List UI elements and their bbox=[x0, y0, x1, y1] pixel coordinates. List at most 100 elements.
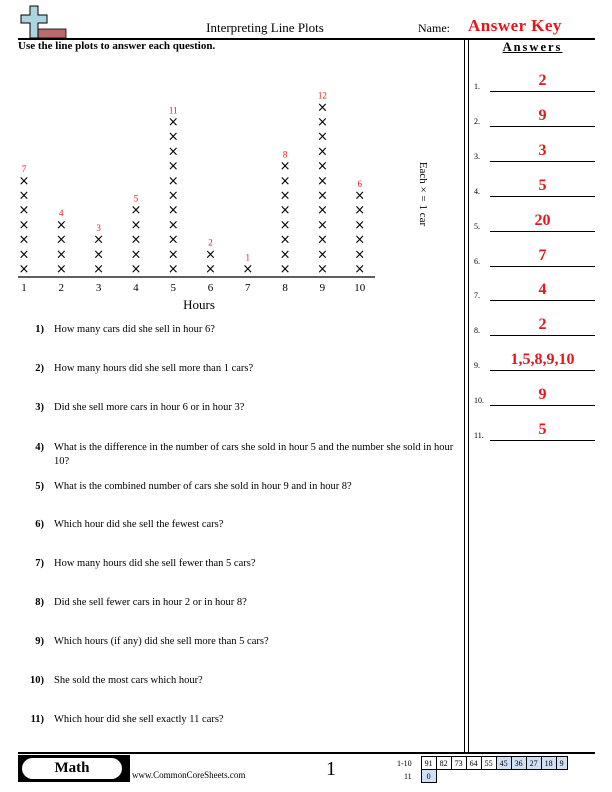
page-title: Interpreting Line Plots bbox=[206, 20, 324, 35]
tick-label: 9 bbox=[320, 282, 326, 294]
question-9: 9) Which hours (if any) did she sell more… bbox=[18, 635, 463, 649]
answer-number: 11. bbox=[474, 431, 484, 440]
score-cell: 18 bbox=[540, 756, 557, 770]
x-mark: × bbox=[317, 159, 328, 174]
count-label: 6 bbox=[357, 179, 362, 189]
question-8: 8) Did she sell fewer cars in hour 2 or i… bbox=[18, 596, 463, 610]
answer-value: 2 bbox=[538, 72, 547, 89]
x-mark: × bbox=[354, 262, 365, 277]
x-mark: × bbox=[317, 247, 328, 262]
x-mark: × bbox=[130, 233, 141, 248]
question-4: 4) What is the difference in the number o… bbox=[18, 441, 463, 469]
count-label: 2 bbox=[208, 238, 213, 248]
x-mark: × bbox=[280, 218, 291, 233]
answer-number: 3. bbox=[474, 151, 480, 161]
answer-11: 11. 5 bbox=[474, 421, 595, 441]
answer-9: 9. 1,5,8,9,10 bbox=[474, 351, 595, 372]
x-mark: × bbox=[280, 247, 291, 262]
score-table: 1-10 91 82 73 64 55 45 36 27 18 9 11 0 bbox=[394, 756, 568, 783]
x-mark: × bbox=[19, 174, 30, 189]
score-row-label: 11 bbox=[403, 771, 412, 781]
answers-heading: Answers bbox=[502, 40, 563, 54]
answer-number: 5. bbox=[474, 221, 480, 231]
subject-label: Math bbox=[22, 758, 122, 779]
score-cell: 55 bbox=[480, 756, 497, 770]
answer-value: 4 bbox=[538, 281, 547, 299]
answer-1: 1. 2 bbox=[474, 72, 595, 92]
question-text: What is the difference in the number of … bbox=[54, 442, 454, 467]
x-mark: × bbox=[168, 189, 179, 204]
question-number: 5) bbox=[35, 481, 44, 492]
x-mark: × bbox=[205, 262, 216, 277]
line-plot: 1×××××××72××××43×××34×××××55×××××××××××1… bbox=[18, 91, 375, 312]
x-mark: × bbox=[168, 115, 179, 130]
tick-label: 6 bbox=[208, 282, 214, 294]
answer-line bbox=[490, 335, 595, 337]
x-mark: × bbox=[317, 115, 328, 130]
question-number: 1) bbox=[35, 324, 44, 335]
question-text: How many hours did she sell more than 1 … bbox=[54, 363, 254, 374]
answer-2: 2. 9 bbox=[474, 107, 595, 127]
question-text: She sold the most cars which hour? bbox=[54, 675, 203, 686]
answer-value: 5 bbox=[538, 176, 547, 194]
answer-number: 6. bbox=[474, 256, 480, 266]
answer-line bbox=[490, 300, 595, 302]
question-3: 3) Did she sell more cars in hour 6 or in… bbox=[18, 401, 463, 415]
x-mark: × bbox=[19, 247, 30, 262]
x-mark: × bbox=[168, 203, 179, 218]
page-number: 1 bbox=[326, 758, 336, 780]
x-mark: × bbox=[19, 218, 30, 233]
x-mark: × bbox=[19, 189, 30, 204]
answer-value: 20 bbox=[534, 211, 551, 229]
tick-label: 1 bbox=[21, 282, 27, 294]
score-cell: 9 bbox=[555, 756, 568, 770]
question-7: 7) How many hours did she sell fewer than… bbox=[18, 557, 463, 571]
answer-line bbox=[490, 160, 595, 162]
score-cell: 36 bbox=[510, 756, 527, 770]
name-value: Answer Key bbox=[468, 16, 562, 35]
score-cell: 82 bbox=[435, 756, 452, 770]
instructions: Use the line plots to answer each questi… bbox=[18, 40, 216, 52]
tick-label: 8 bbox=[282, 282, 288, 294]
question-text: How many cars did she sell in hour 6? bbox=[54, 324, 215, 335]
name-label: Name: bbox=[418, 21, 450, 35]
answer-value: 9 bbox=[538, 386, 547, 404]
answer-line bbox=[490, 195, 595, 197]
answer-8: 8. 2 bbox=[474, 316, 595, 337]
answer-line bbox=[490, 265, 595, 267]
answer-value: 5 bbox=[538, 421, 547, 438]
answer-3: 3. 3 bbox=[474, 142, 595, 162]
score-cell: 27 bbox=[525, 756, 542, 770]
question-number: 3) bbox=[35, 402, 44, 413]
header-divider bbox=[18, 38, 595, 40]
answer-line bbox=[490, 440, 595, 441]
answer-6: 6. 7 bbox=[474, 247, 595, 267]
x-mark: × bbox=[168, 262, 179, 277]
x-mark: × bbox=[354, 233, 365, 248]
count-label: 11 bbox=[169, 105, 178, 115]
x-mark: × bbox=[56, 262, 67, 277]
x-mark: × bbox=[168, 130, 179, 145]
answer-7: 7. 4 bbox=[474, 281, 595, 302]
question-text: Which hour did she sell the fewest cars? bbox=[54, 519, 224, 530]
answer-number: 2. bbox=[474, 116, 480, 126]
x-mark: × bbox=[280, 262, 291, 277]
x-mark: × bbox=[280, 189, 291, 204]
count-label: 1 bbox=[246, 252, 251, 262]
answer-value: 1,5,8,9,10 bbox=[510, 351, 575, 369]
count-label: 4 bbox=[59, 208, 64, 218]
score-cell: 0 bbox=[420, 769, 437, 783]
question-10: 10) She sold the most cars which hour? bbox=[18, 674, 463, 688]
x-mark: × bbox=[130, 247, 141, 262]
question-text: Which hours (if any) did she sell more t… bbox=[54, 636, 269, 647]
site-url[interactable]: www.CommonCoreSheets.com bbox=[132, 770, 246, 780]
question-number: 7) bbox=[35, 558, 44, 569]
score-cell: 45 bbox=[495, 756, 512, 770]
footer-divider bbox=[18, 752, 595, 754]
count-label: 3 bbox=[96, 223, 101, 233]
x-mark: × bbox=[93, 233, 104, 248]
score-cell: 91 bbox=[420, 756, 437, 770]
answer-number: 4. bbox=[474, 186, 480, 196]
x-mark: × bbox=[19, 203, 30, 218]
x-mark: × bbox=[354, 203, 365, 218]
